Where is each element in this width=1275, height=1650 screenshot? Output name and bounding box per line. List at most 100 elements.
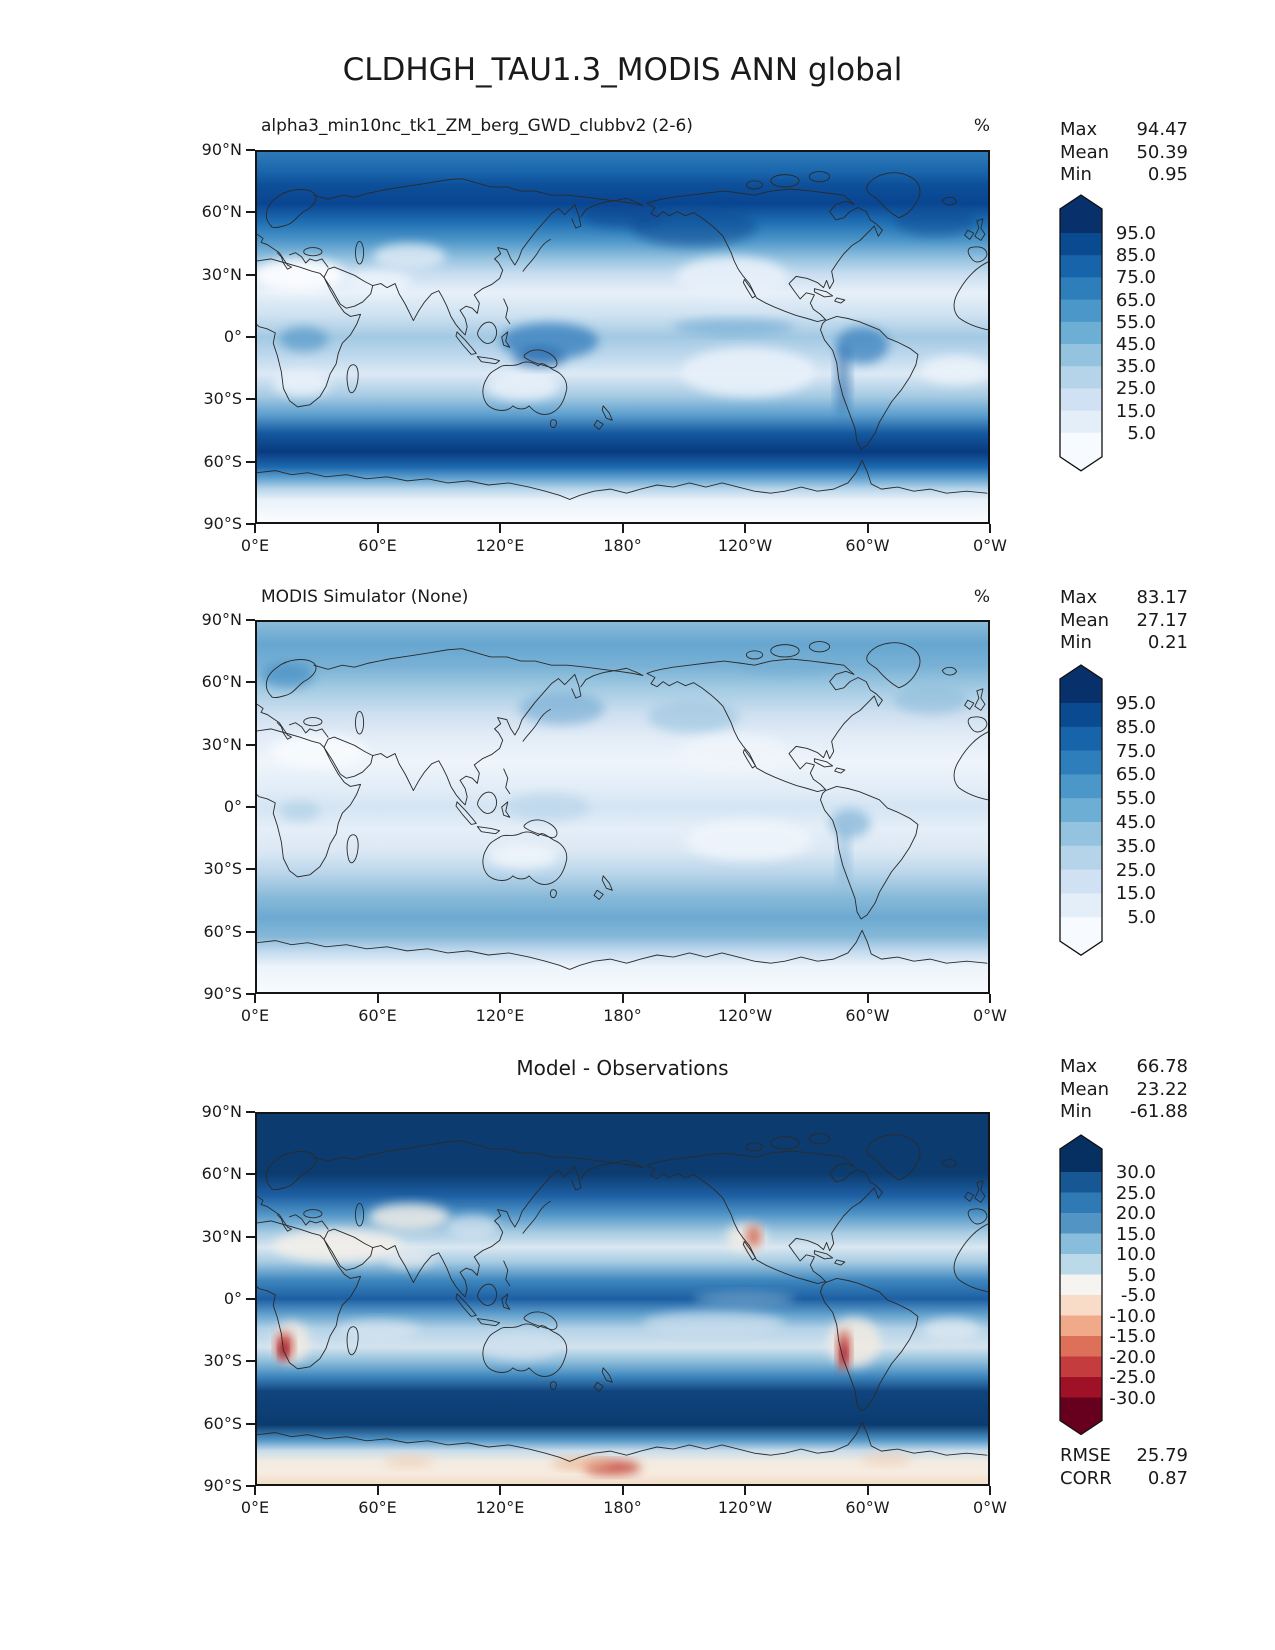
colorbar-segment — [1060, 410, 1102, 434]
colorbar-segment — [1060, 845, 1102, 871]
lon-tick-label: 0°E — [240, 1006, 270, 1025]
colorbar-tick-label: -20.0 — [1109, 1346, 1156, 1368]
colorbar-tick-label: 45.0 — [1115, 334, 1156, 355]
lon-tick-label: 0°W — [973, 1498, 1007, 1517]
stat-label: Min — [1060, 632, 1092, 653]
stat-label: Mean — [1060, 141, 1110, 163]
lon-tick-label: 120°W — [717, 1498, 773, 1517]
colorbar-segment — [1060, 1233, 1102, 1255]
colorbar-tick-label: 55.0 — [1115, 311, 1156, 333]
colorbar-tick-label: 25.0 — [1115, 1182, 1156, 1204]
colorbar-segment — [1060, 255, 1102, 278]
map-model — [255, 150, 990, 524]
colorbar-tick-label: 45.0 — [1115, 812, 1156, 833]
lat-tick-mark — [246, 1173, 255, 1176]
colorbar-tick-label: 85.0 — [1115, 716, 1156, 738]
colorbar-tick-label: 20.0 — [1115, 1203, 1156, 1224]
lat-tick-mark — [246, 211, 255, 214]
lon-tick-mark — [866, 1486, 869, 1495]
colorbar-outline — [1059, 194, 1103, 472]
lon-tick-label: 120°E — [475, 536, 525, 555]
lat-tick-label: 60°S — [203, 1413, 242, 1433]
stat-value: 27.17 — [1136, 609, 1188, 631]
colorbar — [1059, 664, 1103, 956]
lon-tick-label: 60°W — [845, 1006, 890, 1025]
lat-tick-label: 60°S — [203, 921, 242, 941]
colorbar-tick-label: 35.0 — [1115, 356, 1156, 378]
colorbar-tick-label: 5.0 — [1127, 907, 1156, 929]
lon-tick-mark — [254, 994, 256, 1003]
colorbar-outline — [1059, 664, 1103, 956]
lon-tick-label: 180° — [603, 536, 642, 555]
colorbar-tick-label: 5.0 — [1127, 1264, 1156, 1286]
lat-tick-mark — [246, 523, 255, 525]
colorbar-tick-label: 65.0 — [1115, 289, 1156, 311]
colorbar-segment — [1060, 1336, 1102, 1357]
lat-tick-mark — [246, 149, 255, 151]
lat-tick-mark — [246, 930, 255, 933]
colorbar-segment — [1060, 388, 1102, 412]
lat-tick-label: 90°N — [201, 140, 242, 159]
panel-1-units-label: % — [973, 116, 990, 136]
colorbar-segment — [1060, 1172, 1102, 1193]
colorbar-tick-label: 65.0 — [1115, 764, 1156, 786]
lat-tick-label: 60°N — [201, 1164, 242, 1184]
lon-tick-mark — [376, 524, 379, 533]
colorbar-segment — [1060, 277, 1102, 301]
lat-tick-mark — [246, 1298, 255, 1300]
colorbar-tick-label: -15.0 — [1109, 1326, 1156, 1347]
colorbar-tick-label: -30.0 — [1109, 1387, 1156, 1409]
stat-value: 66.78 — [1136, 1056, 1188, 1077]
lat-tick-label: 30°N — [201, 734, 242, 754]
contour-field-difference — [257, 1114, 988, 1484]
diff-stat-value: 25.79 — [1136, 1445, 1188, 1466]
lon-tick-mark — [621, 524, 624, 533]
colorbar-segment — [1060, 1356, 1102, 1378]
panel-2-units-label: % — [973, 587, 990, 607]
stat-label: Max — [1060, 587, 1098, 608]
colorbar-tick-label: 5.0 — [1127, 422, 1156, 444]
lon-tick-label: 60°W — [845, 536, 890, 555]
lat-tick-mark — [246, 273, 255, 276]
stat-value: -61.88 — [1129, 1101, 1188, 1122]
lat-tick-mark — [246, 336, 255, 338]
stat-value: 0.21 — [1147, 632, 1188, 653]
lon-tick-label: 0°W — [973, 536, 1007, 555]
panel-3-title: Model - Observations — [516, 1056, 729, 1080]
lat-tick-label: 90°N — [201, 610, 242, 629]
lon-tick-label: 0°E — [240, 536, 270, 555]
colorbar-tick-label: 25.0 — [1115, 378, 1156, 400]
lon-tick-mark — [621, 994, 624, 1003]
lat-tick-label: 60°S — [203, 451, 242, 471]
colorbar-tick-label: 25.0 — [1115, 859, 1156, 881]
lon-tick-mark — [744, 994, 746, 1003]
colorbar-segment — [1060, 1213, 1102, 1234]
lat-tick-mark — [246, 1422, 255, 1425]
panel-2-title: MODIS Simulator (None) — [261, 587, 469, 607]
lon-tick-mark — [254, 524, 256, 533]
stat-label: Max — [1060, 119, 1098, 140]
lon-tick-mark — [866, 994, 869, 1003]
colorbar-segment — [1060, 1397, 1102, 1435]
lon-tick-label: 0°E — [240, 1498, 270, 1517]
colorbar-segment — [1060, 869, 1102, 894]
colorbar-tick-label: -5.0 — [1120, 1285, 1156, 1306]
stat-value: 94.47 — [1136, 119, 1188, 140]
stat-value: 50.39 — [1136, 141, 1188, 163]
lat-tick-label: 30°S — [203, 1351, 242, 1371]
lat-tick-mark — [246, 398, 255, 401]
colorbar-tick-label: 15.0 — [1115, 883, 1156, 905]
lat-tick-label: 60°N — [201, 672, 242, 692]
lat-tick-mark — [246, 1360, 255, 1363]
colorbar-tick-label: 35.0 — [1115, 835, 1156, 857]
lon-tick-label: 60°E — [358, 1006, 397, 1025]
lon-tick-label: 120°E — [475, 1498, 525, 1517]
lon-tick-mark — [989, 1486, 991, 1495]
colorbar-tick-label: 75.0 — [1115, 267, 1156, 289]
colorbar-segment — [1060, 821, 1102, 847]
colorbar-tick-label: 30.0 — [1115, 1162, 1156, 1183]
lon-tick-mark — [621, 1486, 624, 1495]
colorbar-tick-label: 15.0 — [1115, 400, 1156, 422]
colorbar-tick-label: 10.0 — [1115, 1244, 1156, 1265]
colorbar — [1059, 1134, 1103, 1436]
